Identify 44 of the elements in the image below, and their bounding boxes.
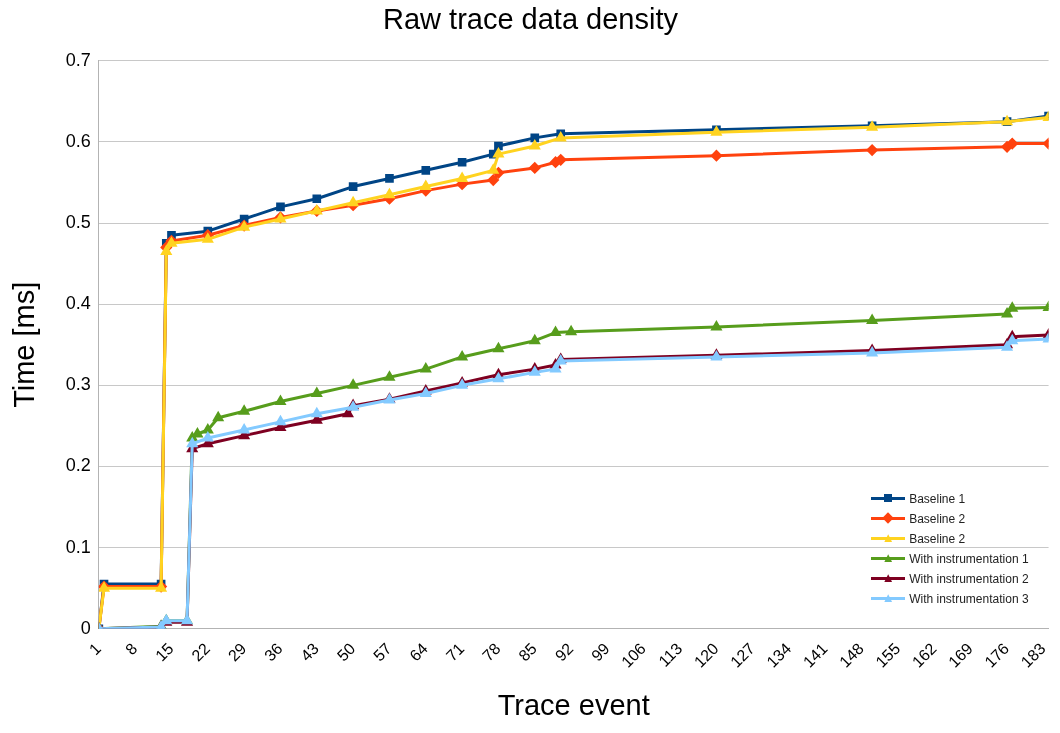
- legend-label: Baseline 1: [909, 490, 966, 508]
- x-tick-label: 155: [872, 639, 904, 671]
- x-tick-label: 43: [297, 639, 323, 665]
- x-tick-label: 57: [370, 639, 395, 665]
- x-tick-label: 78: [479, 639, 504, 665]
- legend-label: Baseline 2: [909, 530, 966, 548]
- x-tick-label: 36: [261, 639, 286, 665]
- x-tick-label: 176: [981, 639, 1013, 671]
- x-tick-label: 64: [406, 639, 432, 665]
- chart-title: Raw trace data density: [383, 3, 679, 36]
- x-tick-label: 127: [727, 639, 759, 671]
- y-tick-label: 0.6: [65, 130, 91, 151]
- y-tick-label: 0: [80, 617, 91, 638]
- y-tick-label: 0.1: [65, 536, 91, 557]
- x-tick-label: 141: [799, 639, 831, 671]
- y-axis-title: Time [ms]: [8, 281, 41, 408]
- x-tick-label: 22: [188, 639, 214, 665]
- x-tick-label: 148: [836, 639, 868, 671]
- x-tick-label: 162: [908, 639, 940, 671]
- x-tick-label: 8: [122, 639, 141, 659]
- x-tick-label: 99: [588, 639, 613, 665]
- x-axis-title: Trace event: [497, 688, 650, 721]
- legend-label: With instrumentation 2: [909, 570, 1029, 588]
- x-tick-label: 1: [85, 639, 105, 659]
- x-tick-label: 29: [224, 639, 250, 665]
- x-tick-label: 183: [1017, 639, 1049, 671]
- x-tick-label: 85: [515, 639, 541, 665]
- x-tick-label: 71: [442, 639, 468, 665]
- y-tick-label: 0.4: [65, 293, 91, 314]
- legend-label: With instrumentation 1: [909, 550, 1029, 568]
- x-tick-label: 15: [152, 639, 177, 665]
- x-tick-label: 134: [763, 639, 795, 671]
- x-tick-label: 106: [618, 639, 650, 671]
- y-tick-label: 0.7: [65, 49, 91, 70]
- y-tick-label: 0.2: [65, 455, 91, 476]
- x-tick-label: 50: [333, 639, 359, 665]
- x-tick-label: 169: [945, 639, 977, 671]
- y-tick-label: 0.3: [65, 374, 91, 395]
- x-tick-label: 120: [690, 639, 722, 671]
- legend-label: With instrumentation 3: [909, 590, 1029, 608]
- y-tick-label: 0.5: [65, 212, 91, 233]
- x-tick-label: 92: [551, 639, 577, 665]
- legend-label: Baseline 2: [909, 510, 966, 528]
- x-tick-label: 113: [655, 639, 686, 670]
